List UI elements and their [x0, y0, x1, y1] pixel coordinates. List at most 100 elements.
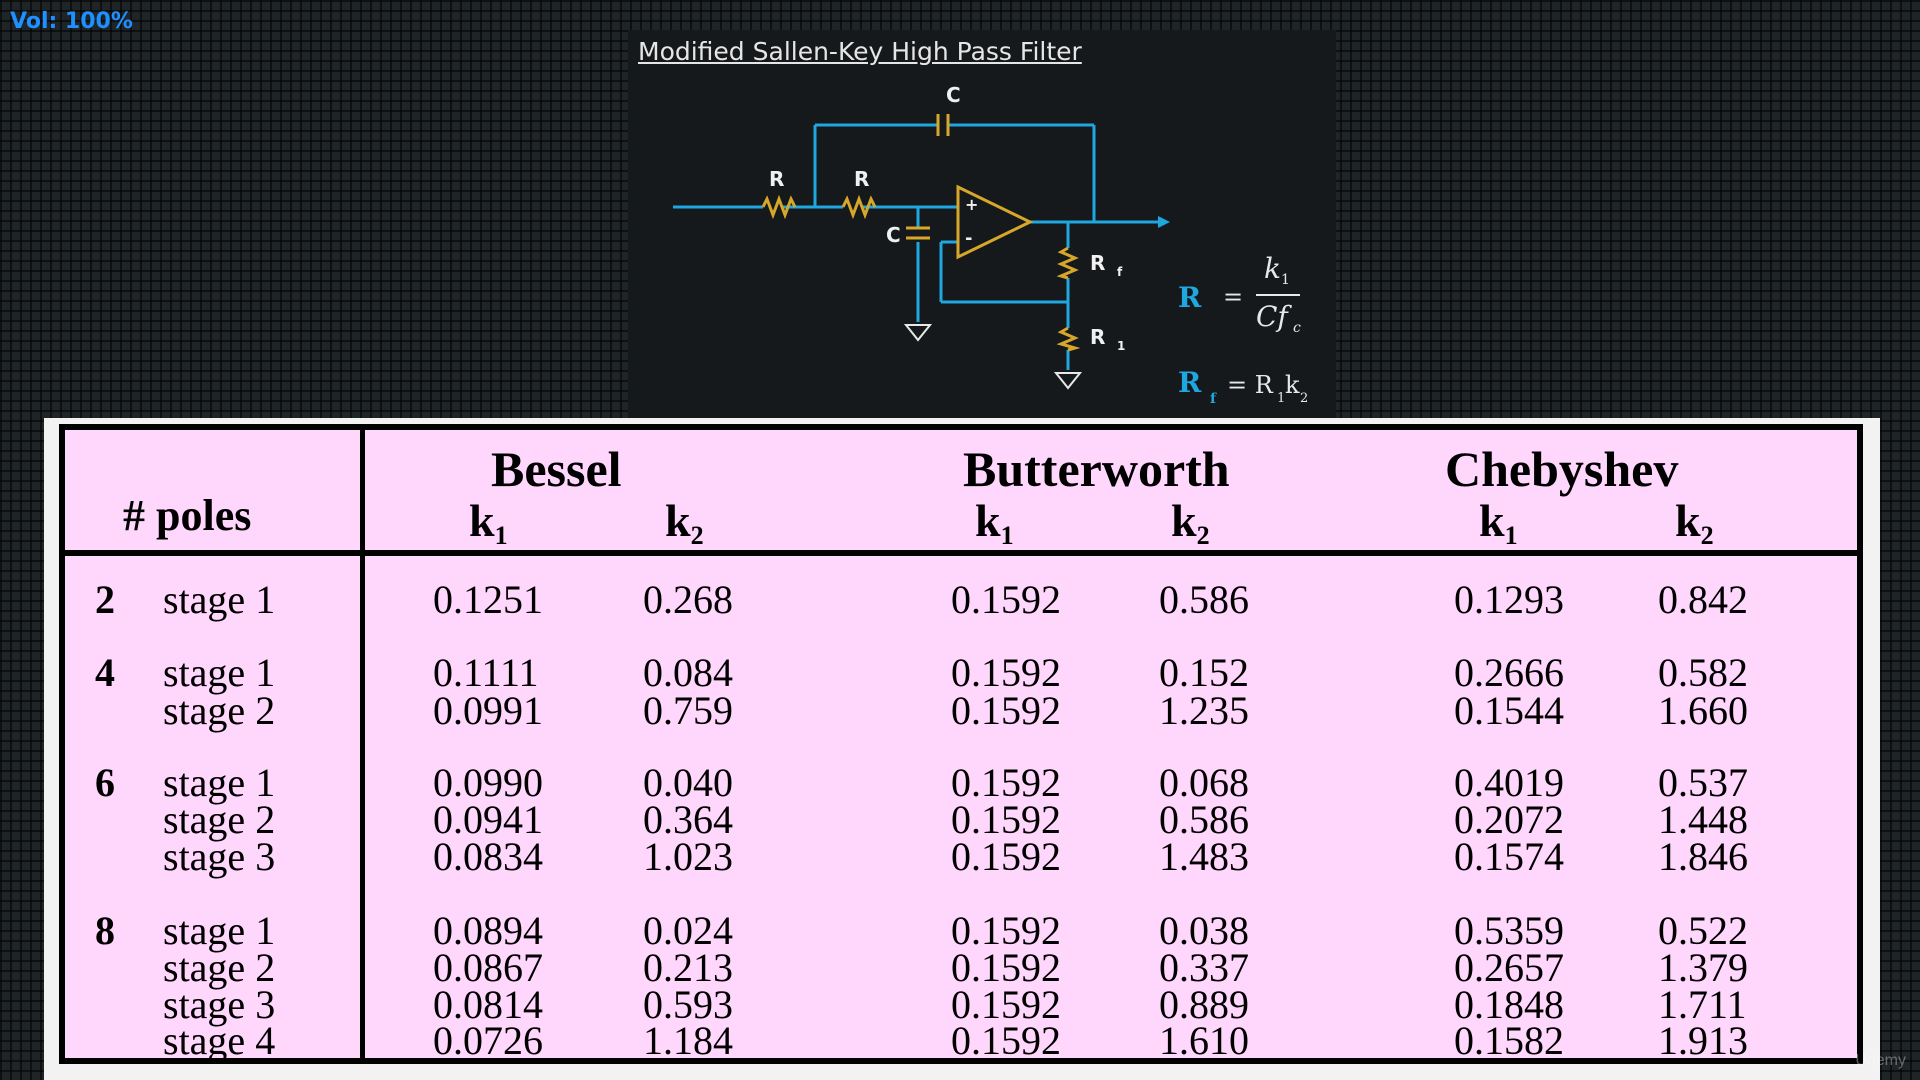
eq1-numerator: k — [1264, 252, 1281, 285]
label-c-top: C — [946, 83, 961, 107]
table-cell-bessel-k2: 0.024 — [643, 908, 733, 953]
table-cell-butter-k2: 1.483 — [1159, 834, 1249, 879]
stage-label: stage 3 — [163, 982, 276, 1027]
resistor-rf — [1056, 246, 1079, 280]
table-cell-bessel-k2: 0.364 — [643, 797, 733, 842]
stage-label: stage 2 — [163, 945, 276, 990]
table-cell-cheby-k1: 0.1574 — [1454, 834, 1564, 879]
table-cell-bessel-k1: 0.0867 — [433, 945, 543, 990]
table-cell-bessel-k2: 1.184 — [643, 1018, 733, 1063]
table-cell-cheby-k2: 0.522 — [1658, 908, 1748, 953]
eq2-lhs: R — [1178, 366, 1202, 399]
bessel-k2-header: k2 — [665, 495, 704, 550]
table-cell-butter-k2: 0.337 — [1159, 945, 1249, 990]
table-cell-cheby-k2: 0.842 — [1658, 577, 1748, 622]
stage-label: stage 1 — [163, 577, 276, 622]
eq2-rhs-k: k — [1285, 371, 1300, 399]
table-cell-bessel-k1: 0.0814 — [433, 982, 543, 1027]
components — [761, 114, 1081, 352]
eq1-equals: = — [1223, 283, 1243, 311]
table-cell-cheby-k1: 0.1293 — [1454, 577, 1564, 622]
pole-count: 2 — [95, 577, 115, 622]
chebyshev-k2-header: k2 — [1675, 495, 1714, 550]
stage-label: stage 1 — [163, 650, 276, 695]
table-cell-bessel-k2: 1.023 — [643, 834, 733, 879]
stage-label: stage 2 — [163, 797, 276, 842]
filter-coefficient-table: # poles Bessel Butterworth Chebyshev k1 … — [59, 424, 1863, 1064]
udemy-watermark: Udemy — [1855, 1052, 1906, 1069]
pole-count: 6 — [95, 760, 115, 805]
svg-text:+: + — [965, 195, 978, 214]
sallen-key-circuit: + - C R R C R f R 1 R = k 1 Cf c R f = R… — [673, 83, 1308, 407]
table-cell-butter-k1: 0.1592 — [951, 577, 1061, 622]
label-r-one-sub: 1 — [1117, 339, 1125, 353]
table-cell-bessel-k2: 0.213 — [643, 945, 733, 990]
stage-label: stage 4 — [163, 1018, 276, 1063]
table-cell-cheby-k1: 0.1544 — [1454, 688, 1564, 733]
volume-indicator: Vol: 100% — [10, 9, 133, 34]
table-cell-cheby-k1: 0.2657 — [1454, 945, 1564, 990]
table-cell-cheby-k2: 1.660 — [1658, 688, 1748, 733]
table-cell-cheby-k1: 0.2666 — [1454, 650, 1564, 695]
label-r2: R — [854, 167, 869, 191]
diagram-panel — [628, 30, 1336, 425]
table-cell-butter-k2: 0.038 — [1159, 908, 1249, 953]
poles-header: # poles — [123, 491, 252, 540]
grounds — [903, 324, 1083, 390]
table-cell-cheby-k2: 0.537 — [1658, 760, 1748, 805]
pole-count: 4 — [95, 650, 115, 695]
label-rf: R — [1090, 251, 1105, 275]
table-cell-bessel-k1: 0.0991 — [433, 688, 543, 733]
table-cell-butter-k2: 0.152 — [1159, 650, 1249, 695]
table-cell-bessel-k2: 0.084 — [643, 650, 733, 695]
label-r1: R — [769, 167, 784, 191]
table-cell-cheby-k1: 0.4019 — [1454, 760, 1564, 805]
bessel-k1-header: k1 — [469, 495, 508, 550]
table-cell-cheby-k1: 0.2072 — [1454, 797, 1564, 842]
table-cell-bessel-k2: 0.040 — [643, 760, 733, 805]
table-cell-bessel-k1: 0.0990 — [433, 760, 543, 805]
table-cell-butter-k1: 0.1592 — [951, 688, 1061, 733]
eq1-denominator: Cf — [1256, 300, 1292, 333]
table-cell-cheby-k2: 0.582 — [1658, 650, 1748, 695]
table-cell-cheby-k1: 0.5359 — [1454, 908, 1564, 953]
eq2-rhs-sub2: 2 — [1300, 391, 1308, 406]
label-r-one: R — [1090, 325, 1105, 349]
table-cell-butter-k2: 0.586 — [1159, 577, 1249, 622]
stage-label: stage 1 — [163, 760, 276, 805]
table-cell-butter-k1: 0.1592 — [951, 908, 1061, 953]
butterworth-k2-header: k2 — [1171, 495, 1210, 550]
table-cell-bessel-k1: 0.1111 — [433, 650, 539, 695]
table-cell-cheby-k2: 1.448 — [1658, 797, 1748, 842]
stage-label: stage 2 — [163, 688, 276, 733]
table-cell-cheby-k2: 1.846 — [1658, 834, 1748, 879]
resistor-r-one — [1056, 326, 1081, 352]
table-cell-cheby-k2: 1.913 — [1658, 1018, 1748, 1063]
table-cell-bessel-k2: 0.593 — [643, 982, 733, 1027]
table-cell-butter-k2: 0.068 — [1159, 760, 1249, 805]
wires — [673, 123, 1158, 370]
op-amp — [956, 184, 1034, 260]
eq2-lhs-sub: f — [1210, 391, 1217, 407]
table-cell-bessel-k1: 0.0941 — [433, 797, 543, 842]
eq1-lhs: R — [1178, 281, 1202, 314]
table-cell-cheby-k2: 1.711 — [1658, 982, 1747, 1027]
pole-count: 8 — [95, 908, 115, 953]
output-arrow — [1158, 216, 1170, 228]
table-cell-cheby-k2: 1.379 — [1658, 945, 1748, 990]
bessel-header: Bessel — [491, 441, 622, 497]
stage-label: stage 1 — [163, 908, 276, 953]
table-cell-bessel-k1: 0.0726 — [433, 1018, 543, 1063]
label-rf-sub: f — [1117, 265, 1123, 279]
table-cell-butter-k1: 0.1592 — [951, 650, 1061, 695]
table-cell-bessel-k2: 0.759 — [643, 688, 733, 733]
resistor-r1 — [761, 194, 797, 220]
table-cell-butter-k2: 1.610 — [1159, 1018, 1249, 1063]
label-c-left: C — [886, 223, 901, 247]
table-cell-butter-k2: 0.586 — [1159, 797, 1249, 842]
table-cell-butter-k1: 0.1592 — [951, 982, 1061, 1027]
eq2-rhs: = R — [1227, 371, 1274, 399]
table-cell-bessel-k1: 0.0834 — [433, 834, 543, 879]
chebyshev-k1-header: k1 — [1479, 495, 1518, 550]
table-cell-butter-k1: 0.1592 — [951, 797, 1061, 842]
